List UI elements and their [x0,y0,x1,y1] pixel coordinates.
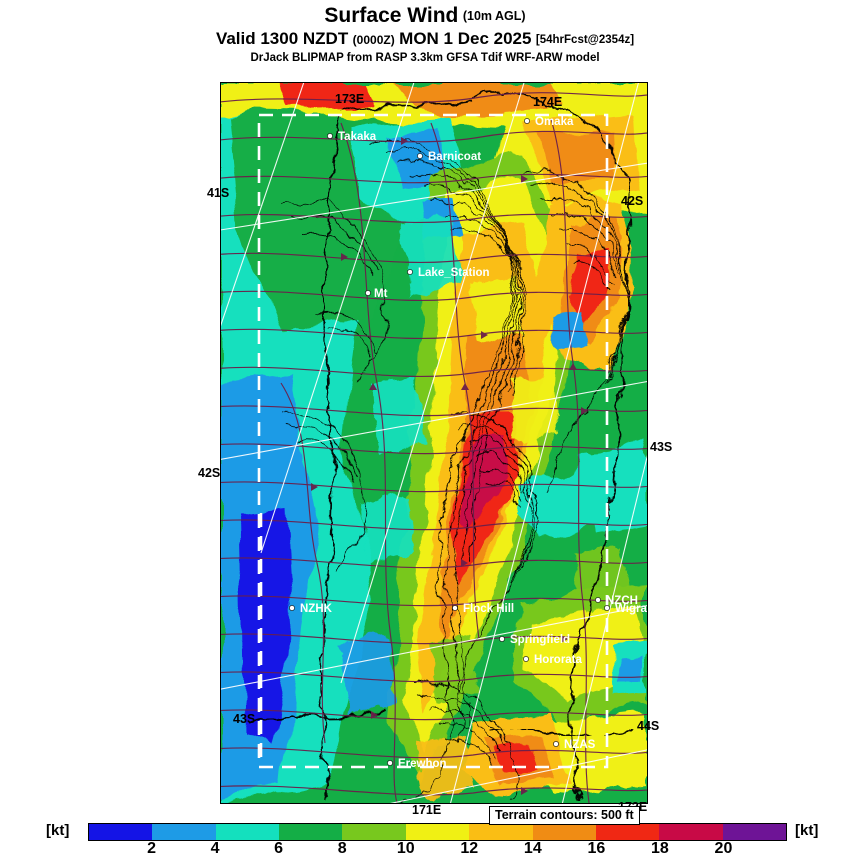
colorbar-tick-12: 12 [460,840,479,857]
graticule-label-42S: 42S [621,194,644,208]
colorbar-tick-10: 10 [396,840,415,857]
valid-date: MON 1 Dec 2025 [399,29,532,49]
colorbar-unit-left: [kt] [46,822,70,839]
colorbar-band-0-2[interactable] [89,824,153,840]
station-label: Wigram [615,603,647,615]
colorbar-tick-8: 8 [337,840,347,857]
valid-time-line: Valid 1300 NZDT (0000Z) MON 1 Dec 2025 [… [0,30,850,49]
valid-time-utc: (0000Z) [352,33,395,48]
station-label: Lake_Station [418,267,490,279]
station-label: Hororata [534,654,583,666]
colorbar-tick-16: 16 [587,840,606,857]
lat-lon-graticule [221,83,647,803]
graticule-label-174E: 174E [533,95,563,109]
title-sub-text: (10m AGL) [462,9,526,23]
graticule-label-171E: 171E [412,803,442,817]
station-label: Barnicoat [428,151,481,163]
colorbar-tick-14: 14 [523,840,542,857]
station-marker[interactable]: NZCH [595,595,638,607]
station-dot [417,153,423,159]
station-dot [499,636,505,642]
station-marker[interactable]: Wigram [604,603,647,615]
colorbar-tick-6: 6 [274,840,284,857]
colorbar-band-12-14[interactable] [469,824,533,840]
graticule-label-41S: 41S [207,186,230,200]
station-label: Flock Hill [463,603,514,615]
station-marker[interactable]: Springfield [499,634,570,646]
colorbar-tick-20: 20 [714,840,733,857]
map-canvas: Takaka Barnicoat Omaka Lake_Station Mt NZHK Fl… [221,83,647,803]
graticule-label-44S: 44S [637,719,660,733]
page-title: Surface Wind (10m AGL) [0,4,850,27]
colorbar-band-14-16[interactable] [532,824,596,840]
station-label: NZHK [300,603,333,615]
station-dot [452,605,458,611]
forecast-hour-tag: [54hrFcst@2354z] [535,34,635,47]
colorbar-band-6-8[interactable] [279,824,343,840]
station-dot [595,597,601,603]
station-label: Springfield [510,634,570,646]
station-marker[interactable]: Flock Hill [452,603,514,615]
colorbar-tick-labels: 2 4 6 8 10 12 14 16 18 20 [88,840,787,860]
graticule-label-173E: 173E [335,92,365,106]
forecast-domain-box [257,113,609,769]
station-marker[interactable]: NZHK [289,603,333,615]
station-label: NZCH [606,595,638,607]
graticule-label-43S: 43S [650,440,673,454]
colorbar-tick-18: 18 [651,840,669,857]
station-label: Omaka [535,116,574,128]
colorbar-unit-right: [kt] [795,822,819,839]
model-source-line: DrJack BLIPMAP from RASP 3.3km GFSA Tdif… [250,51,600,64]
colorbar-tick-2: 2 [147,840,156,857]
station-dot [523,656,529,662]
colorbar-band-4-6[interactable] [215,824,280,840]
wind-speed-map[interactable]: Takaka Barnicoat Omaka Lake_Station Mt NZHK Fl… [220,82,648,804]
station-marker[interactable]: Lake_Station [407,267,490,279]
graticule-label-43S: 43S [233,712,256,726]
terrain-contour-legend: Terrain contours: 500 ft [489,806,640,825]
station-marker[interactable]: Omaka [524,116,574,128]
colorbar-band-20-22[interactable] [722,824,786,840]
colorbar-band-18-20[interactable] [659,824,723,840]
station-label: Takaka [338,131,377,143]
station-label: NZAS [564,739,596,751]
station-marker[interactable]: Erewhon [387,758,447,770]
chart-header: Surface Wind (10m AGL) Valid 1300 NZDT (… [0,0,850,64]
station-dot [387,760,393,766]
graticule-label-42S: 42S [198,466,221,480]
station-marker[interactable]: Hororata [523,654,583,666]
station-dot [524,118,530,124]
station-dot [553,741,559,747]
colorbar-band-10-12[interactable] [405,824,470,840]
station-layer[interactable]: Takaka Barnicoat Omaka Lake_Station Mt NZHK Fl… [289,116,647,770]
station-dot [327,133,333,139]
colorbar-tick-4: 4 [210,840,220,857]
station-dot [407,269,413,275]
station-dot [365,290,371,296]
station-dot [289,605,295,611]
title-main-text: Surface Wind [324,4,459,27]
station-marker[interactable]: Mt [365,288,388,300]
station-marker[interactable]: NZAS [553,739,596,751]
station-label: Erewhon [398,758,447,770]
valid-time-local: Valid 1300 NZDT [215,29,349,49]
wind-speed-colorbar[interactable] [88,823,787,841]
colorbar-band-2-4[interactable] [152,824,216,840]
station-dot [604,605,610,611]
station-label: Mt [374,288,388,300]
colorbar-band-8-10[interactable] [342,824,406,840]
station-marker[interactable]: Takaka [327,131,377,143]
colorbar-band-16-18[interactable] [595,824,660,840]
station-marker[interactable]: Barnicoat [417,151,481,163]
